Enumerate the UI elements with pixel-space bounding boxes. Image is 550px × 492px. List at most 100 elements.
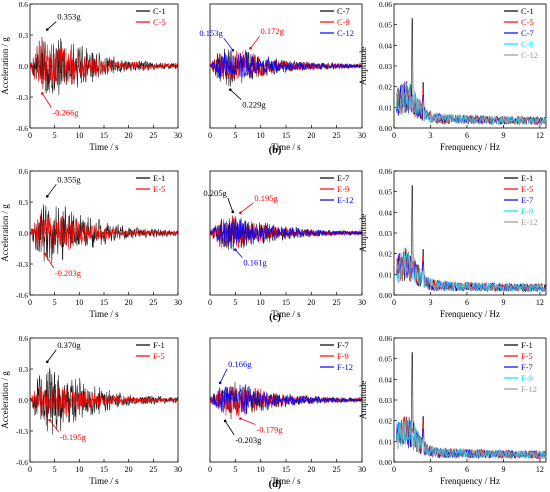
annotation-arrow <box>41 93 52 108</box>
y-axis-label: Amplitude <box>358 214 368 253</box>
legend-label-E-5: E-5 <box>153 184 165 194</box>
y-tick-label: 0.04 <box>379 208 392 217</box>
x-tick-label: 15 <box>282 298 290 307</box>
x-tick-label: 15 <box>100 465 108 474</box>
x-tick-label: 9 <box>501 298 505 307</box>
x-axis-label: Time / s <box>271 476 301 486</box>
legend-label-E-12: E-12 <box>521 217 538 227</box>
y-tick-label: 0.01 <box>379 270 392 279</box>
annotation-arrowhead <box>218 381 222 385</box>
y-tick-label: -0.3 <box>16 427 28 436</box>
annotation-arrow <box>240 418 256 425</box>
legend-label-C-9: C-9 <box>337 17 350 27</box>
annotation-arrow <box>44 253 55 269</box>
x-tick-label: 30 <box>174 465 182 474</box>
y-tick-label: -0.3 <box>16 93 28 102</box>
x-axis-label: Time / s <box>271 142 301 152</box>
x-axis-label: Frenquency / Hz <box>440 476 500 486</box>
y-axis-label: Amplitude <box>358 381 368 420</box>
annotation-arrow <box>219 368 228 384</box>
series-C-12 <box>209 51 363 80</box>
x-tick-label: 5 <box>233 298 237 307</box>
y-tick-label: 0.05 <box>379 355 392 364</box>
legend-label-E-5: E-5 <box>521 184 533 194</box>
x-tick-label: 5 <box>53 131 57 140</box>
x-tick-label: 5 <box>233 465 237 474</box>
x-tick-label: 15 <box>100 298 108 307</box>
y-tick-label: 0.00 <box>379 458 392 467</box>
y-tick-label: -0.6 <box>16 291 28 300</box>
y-tick-label: 0.3 <box>19 31 29 40</box>
x-tick-label: 25 <box>149 298 157 307</box>
x-tick-label: 15 <box>282 465 290 474</box>
series-E-5 <box>29 214 179 254</box>
legend-label-C-1: C-1 <box>521 6 534 16</box>
x-tick-label: 25 <box>333 131 341 140</box>
legend-label-E-1: E-1 <box>521 173 533 183</box>
annotation-label: 0.166g <box>228 359 252 369</box>
annotation-arrowhead <box>43 252 47 256</box>
y-tick-label: 0.0 <box>19 229 29 238</box>
y-tick-label: 0.06 <box>379 334 392 343</box>
y-tick-label: 0.05 <box>379 21 392 30</box>
spectrum-F-12 <box>396 417 547 460</box>
annotation-arrow <box>250 35 260 49</box>
x-tick-label: 10 <box>257 131 265 140</box>
y-tick-label: 0.02 <box>379 250 392 259</box>
x-tick-label: 0 <box>28 298 32 307</box>
annotation-arrow <box>47 21 57 30</box>
x-tick-label: 20 <box>125 465 133 474</box>
x-tick-label: 10 <box>75 298 83 307</box>
series-F-9 <box>210 385 363 417</box>
x-tick-label: 20 <box>307 298 315 307</box>
annotation-label: 0.353g <box>57 12 81 22</box>
x-tick-label: 30 <box>174 131 182 140</box>
legend-label-C-12: C-12 <box>337 28 354 38</box>
legend-label-E-9: E-9 <box>337 184 349 194</box>
y-tick-label: 0.0 <box>19 396 29 405</box>
annotation-arrowhead <box>41 92 44 95</box>
annotation-arrow <box>229 89 242 100</box>
y-tick-label: 0.6 <box>19 167 29 176</box>
x-tick-label: 0 <box>208 131 212 140</box>
x-tick-label: 0 <box>392 298 396 307</box>
y-tick-label: 0.0 <box>19 62 29 71</box>
x-tick-label: 20 <box>125 131 133 140</box>
annotation-arrowhead <box>239 211 242 215</box>
series-F-5 <box>29 381 179 418</box>
x-tick-label: 25 <box>333 465 341 474</box>
x-tick-label: 3 <box>428 465 432 474</box>
y-tick-label: 0.06 <box>379 0 392 9</box>
x-axis-label: Time / s <box>271 309 301 319</box>
x-tick-label: 10 <box>257 465 265 474</box>
legend-label-F-9: F-9 <box>521 373 533 383</box>
x-tick-label: 20 <box>125 298 133 307</box>
y-tick-label: 0.6 <box>19 0 29 9</box>
row-label-c: (c) <box>269 312 281 323</box>
x-tick-label: 0 <box>392 131 396 140</box>
annotation-arrowhead <box>249 46 252 50</box>
series-C-5 <box>29 40 179 93</box>
annotation-label: 0.355g <box>57 174 81 184</box>
annotation-label: -0.195g <box>60 432 87 442</box>
annotation-arrow <box>235 249 243 258</box>
y-tick-label: 0.03 <box>379 229 392 238</box>
x-tick-label: 30 <box>174 298 182 307</box>
y-tick-label: -0.6 <box>16 124 28 133</box>
series-F-12 <box>209 384 363 415</box>
annotation-arrow <box>227 197 234 212</box>
annotation-arrowhead <box>45 360 49 364</box>
legend-label-F-1: F-1 <box>153 340 165 350</box>
y-tick-label: 0.00 <box>379 124 392 133</box>
panel-c-mid: 0 5 10 15 20 25 30 Time / s 0.205g 0.195g 0.161g E-… <box>203 170 366 319</box>
y-tick-label: 0.00 <box>379 291 392 300</box>
annotation-label: 0.229g <box>242 100 266 110</box>
panel-b-left: 0 5 10 15 20 25 30 -0.6 -0.3 0.0 0.3 0.6 Time / s Acc… <box>0 0 182 152</box>
annotation-arrow <box>240 202 254 214</box>
x-tick-label: 0 <box>28 465 32 474</box>
x-tick-label: 20 <box>307 465 315 474</box>
panel-c-left: 0 5 10 15 20 25 30 -0.6 -0.3 0.0 0.3 0.6 Time / s Acc… <box>0 167 182 319</box>
spectrum-E-9 <box>396 251 547 293</box>
annotation-label: 0.370g <box>57 340 81 350</box>
legend-label-C-7: C-7 <box>521 28 534 38</box>
